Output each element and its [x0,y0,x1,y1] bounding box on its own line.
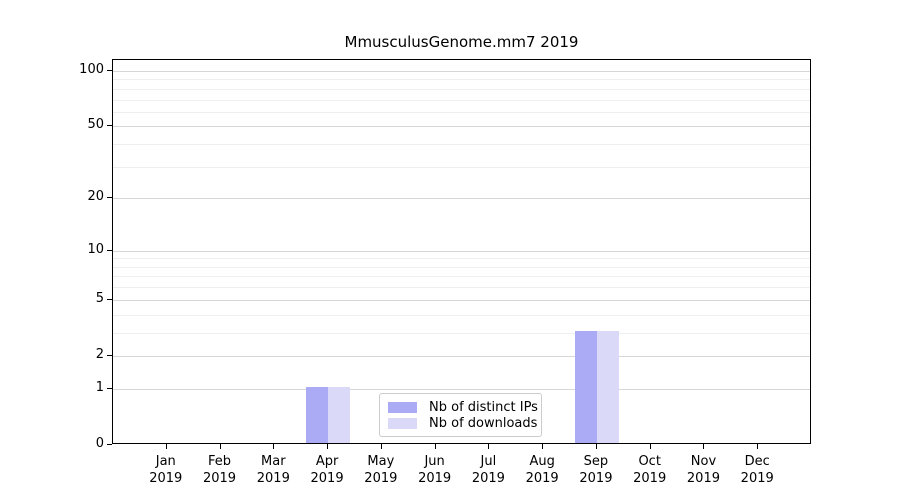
x-tick-year: 2019 [149,471,183,486]
x-tick-label-sep: Sep 2019 [564,453,628,487]
x-tick-mark [327,444,329,449]
x-tick-year: 2019 [686,471,720,486]
y-tick-label: 50 [87,117,104,133]
x-tick-year: 2019 [256,471,290,486]
y-tick-label: 5 [95,290,104,306]
x-tick-mark [219,444,221,449]
gridline-major [113,299,810,301]
y-tick-label: 10 [87,241,104,257]
x-tick-label-aug: Aug 2019 [510,453,574,487]
x-tick-mark [380,444,382,449]
gridline-major [113,355,810,357]
grid-layer [113,60,810,443]
x-tick-month: May [367,454,395,469]
legend-label: Nb of downloads [429,415,538,431]
bar-nb-of-distinct-ips [306,386,329,443]
x-tick-label-dec: Dec 2019 [725,453,789,487]
x-tick-month: Aug [529,454,555,469]
gridline-minor [113,266,810,268]
gridline-minor [113,166,810,168]
y-tick-label: 2 [95,346,104,362]
gridline-minor [113,79,810,81]
y-tick-mark [107,354,112,356]
gridline-minor [113,144,810,145]
y-tick-mark [107,249,112,251]
gridline-minor [113,88,810,90]
y-tick-label: 1 [95,379,104,395]
plot-area: Nb of distinct IPs Nb of downloads [112,59,811,444]
gridline-major [113,126,810,128]
x-tick-month: Jan [155,454,176,469]
y-tick-mark [107,387,112,389]
gridline-major [113,388,810,390]
x-tick-month: Oct [638,454,661,469]
x-tick-year: 2019 [471,471,505,486]
bar-layer [113,60,810,443]
x-tick-year: 2019 [525,471,559,486]
x-tick-label-jul: Jul 2019 [456,453,520,487]
gridline-minor [113,276,810,278]
x-tick-mark [757,444,759,449]
legend-row: Nb of downloads [388,415,537,431]
x-tick-label-jun: Jun 2019 [403,453,467,487]
x-tick-year: 2019 [364,471,398,486]
x-tick-label-jan: Jan 2019 [134,453,198,487]
gridline-major [113,198,810,200]
x-tick-label-oct: Oct 2019 [618,453,682,487]
gridline-minor [113,99,810,101]
bar-nb-of-downloads [328,386,351,443]
y-tick-label: 100 [79,61,104,77]
x-tick-year: 2019 [202,471,237,486]
gridline-minor [113,287,810,289]
legend-row: Nb of distinct IPs [388,399,538,415]
gridline-minor [113,258,810,260]
x-tick-year: 2019 [579,471,613,486]
x-tick-year: 2019 [418,471,452,486]
x-tick-month: Nov [690,454,717,469]
gridline-minor [113,111,810,113]
x-tick-month: Mar [261,454,286,469]
x-tick-mark [165,444,167,449]
bar-nb-of-distinct-ips [574,330,597,443]
x-tick-mark [703,444,705,449]
x-tick-label-apr: Apr 2019 [295,453,359,487]
chart-title: MmusculusGenome.mm7 2019 [344,33,579,51]
x-tick-mark [488,444,490,449]
x-tick-mark [273,444,275,449]
x-tick-year: 2019 [633,471,667,486]
y-tick-mark [107,69,112,71]
x-tick-month: Feb [208,454,232,469]
legend-label: Nb of distinct IPs [429,399,538,415]
bar-nb-of-downloads [596,330,619,443]
x-tick-mark [434,444,436,449]
gridline-minor [113,314,810,316]
x-tick-month: Dec [744,454,770,469]
y-tick-label: 0 [95,436,104,451]
y-tick-mark [107,197,112,199]
y-tick-mark [107,444,112,445]
y-tick-mark [107,125,112,127]
x-tick-mark [595,444,597,449]
x-tick-label-nov: Nov 2019 [671,453,735,487]
x-tick-label-feb: Feb 2019 [188,453,252,487]
gridline-minor [113,332,810,334]
legend: Nb of distinct IPs Nb of downloads [379,393,542,437]
x-tick-year: 2019 [740,471,774,486]
x-tick-label-may: May 2019 [349,453,413,487]
x-tick-mark [649,444,651,449]
x-tick-mark [542,444,544,449]
legend-swatch-icon [388,401,417,413]
legend-swatch-icon [388,417,417,429]
y-tick-label: 20 [87,189,104,205]
x-tick-year: 2019 [310,471,344,486]
x-tick-month: Jun [424,454,445,469]
x-tick-month: Sep [583,454,609,469]
gridline-major [113,250,810,252]
x-tick-label-mar: Mar 2019 [241,453,305,487]
x-tick-month: Jul [480,454,497,469]
gridline-major [113,70,810,72]
y-tick-mark [107,298,112,300]
x-tick-month: Apr [315,454,339,469]
